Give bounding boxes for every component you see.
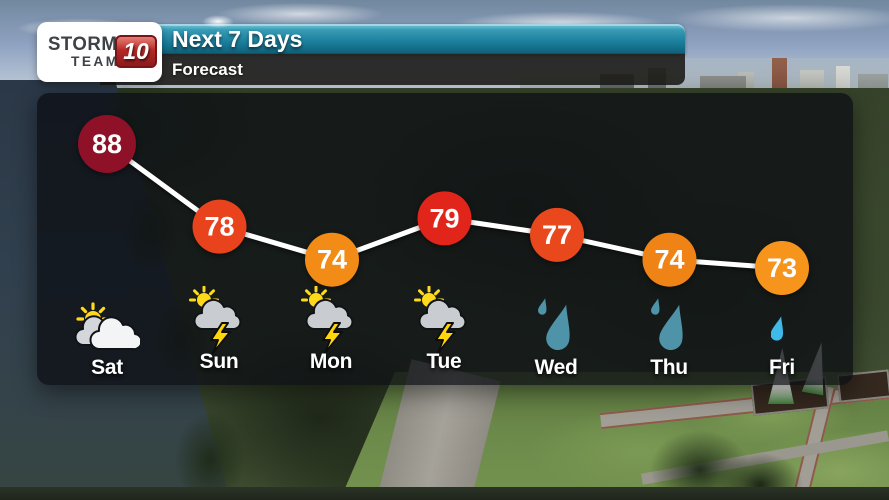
- logo-text-storm: STORM: [48, 34, 118, 55]
- day-column-sat: Sat: [51, 286, 163, 385]
- temperature-line-chart: 88 78 74 79 77 74: [78, 114, 809, 295]
- day-column-wed: Wed: [500, 286, 612, 385]
- logo-text-team: TEAM: [71, 53, 120, 69]
- storm-cloud-shape: [193, 298, 242, 330]
- day-label: Wed: [534, 356, 578, 379]
- lightning-bolt-shape: [435, 322, 456, 354]
- temp-bubble-circle: [530, 207, 584, 262]
- raindrop-shape: [546, 304, 570, 350]
- temp-bubble-circle: [192, 199, 247, 254]
- station-logo: STORM TEAM 10: [37, 22, 162, 82]
- temp-bubble-sun: 78: [192, 199, 247, 254]
- front-cloud-shape: [89, 316, 140, 351]
- channel-10-badge: 10: [115, 35, 157, 68]
- day-column-tue: Tue: [388, 286, 500, 385]
- storm-cloud-shape: [418, 298, 467, 330]
- thunderstorm-icon: [414, 286, 467, 354]
- header-subtitle-bar: Forecast: [100, 54, 685, 85]
- thunderstorm-icon: [301, 286, 354, 354]
- raindrop-shape: [651, 298, 660, 315]
- light-rain-icon: [771, 316, 784, 341]
- temp-bubble-mon: 74: [305, 232, 359, 287]
- rain-icon: [651, 298, 683, 350]
- road-strip-photo: [0, 487, 889, 500]
- day-column-sun: Sun: [163, 286, 275, 385]
- thunderstorm-icon: [189, 286, 242, 354]
- temp-value: 74: [654, 245, 684, 275]
- lens-flare-glint: [202, 15, 234, 28]
- day-label: Thu: [650, 356, 688, 379]
- rain-icon: [538, 298, 570, 350]
- temp-bubble-fri: 73: [755, 241, 809, 295]
- day-label: Sat: [91, 356, 123, 379]
- temp-bubble-circle: [642, 232, 697, 287]
- page-subtitle: Forecast: [172, 60, 243, 79]
- tree-photo: [630, 415, 820, 500]
- page-title: Next 7 Days: [172, 26, 303, 52]
- forecast-panel: 88 78 74 79 77 74: [37, 93, 853, 385]
- lightning-bolt-shape: [210, 322, 231, 354]
- lightning-bolt-shape: [322, 322, 343, 354]
- temp-value: 88: [92, 129, 122, 159]
- day-label: Fri: [769, 356, 795, 379]
- temp-value: 78: [204, 212, 234, 242]
- temp-bubble-thu: 74: [642, 232, 697, 287]
- temp-bubble-wed: 77: [530, 207, 584, 262]
- partly-cloudy-icon: [74, 302, 140, 351]
- day-label: Tue: [426, 350, 462, 373]
- raindrop-shape: [659, 304, 683, 350]
- day-label: Sun: [199, 350, 239, 373]
- raindrop-shape: [538, 298, 547, 315]
- storm-cloud-shape: [305, 298, 354, 330]
- temp-value: 74: [317, 245, 347, 275]
- temp-bubble-sat: 88: [78, 114, 136, 173]
- temp-value: 77: [542, 220, 572, 250]
- header-title-bar: Next 7 Days: [100, 24, 685, 54]
- day-label: Mon: [309, 350, 353, 373]
- day-column-thu: Thu: [613, 286, 725, 385]
- day-column-mon: Mon: [275, 286, 387, 385]
- temp-value: 79: [429, 203, 459, 233]
- raindrop-shape: [771, 316, 784, 341]
- temp-bubble-tue: 79: [417, 191, 472, 246]
- day-column-fri: Fri: [726, 286, 838, 385]
- temp-bubble-circle: [305, 232, 359, 287]
- temp-value: 73: [767, 253, 797, 283]
- temp-bubble-circle: [417, 191, 472, 246]
- temp-bubble-circle: [78, 114, 136, 173]
- temp-bubble-circle: [755, 241, 809, 295]
